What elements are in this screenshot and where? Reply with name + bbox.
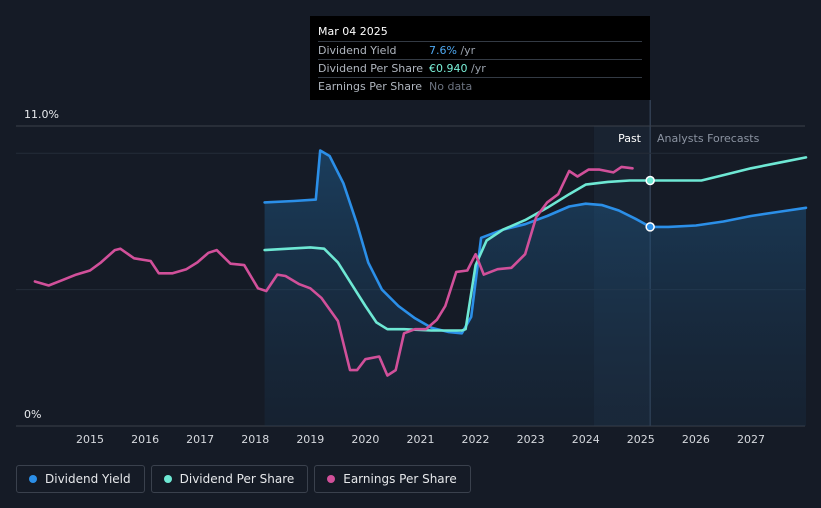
series-line-dividend-per-share: [263, 156, 808, 332]
y-tick-label: 11.0%: [24, 108, 59, 121]
current-point-marker: [645, 222, 655, 232]
legend-dot-icon: [29, 475, 37, 483]
x-tick-label: 2015: [76, 433, 104, 446]
tooltip-label: Dividend Yield: [318, 44, 397, 57]
tooltip-value: €0.940 /yr: [429, 62, 486, 75]
legend-label: Dividend Per Share: [179, 472, 295, 486]
x-tick-label: 2022: [462, 433, 490, 446]
series-line-earnings-per-share: [33, 165, 634, 377]
legend-item-dividend-per-share[interactable]: Dividend Per Share: [150, 465, 309, 493]
tooltip: Mar 04 2025 Dividend Yield 7.6% /yr Divi…: [310, 16, 650, 100]
x-tick-label: 2017: [186, 433, 214, 446]
legend-item-earnings-per-share[interactable]: Earnings Per Share: [314, 465, 471, 493]
legend-dot-icon: [163, 475, 172, 483]
x-tick-label: 2023: [517, 433, 545, 446]
tooltip-value: 7.6% /yr: [429, 44, 476, 57]
legend: Dividend Yield Dividend Per Share Earnin…: [16, 465, 471, 493]
legend-label: Earnings Per Share: [343, 472, 457, 486]
tooltip-label: Dividend Per Share: [318, 62, 424, 75]
marker-layer: [645, 175, 655, 232]
series-line-dividend-yield: [263, 149, 808, 335]
x-axis-ticks: 2015 2016 2017 2018 2019 2020 2021 2022 2023 2024…: [76, 433, 765, 446]
tooltip-row-dividend-per-share: Dividend Per Share €0.940 /yr: [318, 59, 642, 77]
tooltip-row-earnings-per-share: Earnings Per Share No data: [318, 77, 642, 95]
zone-forecast-label: Analysts Forecasts: [657, 132, 760, 145]
x-tick-label: 2019: [296, 433, 324, 446]
series-layer: [33, 149, 808, 377]
legend-item-dividend-yield[interactable]: Dividend Yield: [16, 465, 145, 493]
x-tick-label: 2024: [572, 433, 600, 446]
x-tick-label: 2016: [131, 433, 159, 446]
y-axis-ticks: 0% 11.0%: [24, 108, 59, 421]
tooltip-value: No data: [429, 80, 473, 93]
tooltip-label: Earnings Per Share: [318, 80, 423, 93]
x-tick-label: 2025: [627, 433, 655, 446]
legend-label: Dividend Yield: [45, 472, 131, 486]
x-tick-label: 2027: [737, 433, 765, 446]
x-tick-label: 2026: [682, 433, 710, 446]
zone-past-label: Past: [618, 132, 642, 145]
y-tick-label: 0%: [24, 408, 41, 421]
current-point-marker: [645, 175, 655, 186]
x-tick-label: 2021: [406, 433, 434, 446]
x-tick-label: 2020: [351, 433, 379, 446]
legend-dot-icon: [327, 475, 336, 483]
x-tick-label: 2018: [241, 433, 269, 446]
tooltip-date: Mar 04 2025: [318, 25, 388, 38]
tooltip-row-dividend-yield: Dividend Yield 7.6% /yr: [318, 41, 642, 59]
